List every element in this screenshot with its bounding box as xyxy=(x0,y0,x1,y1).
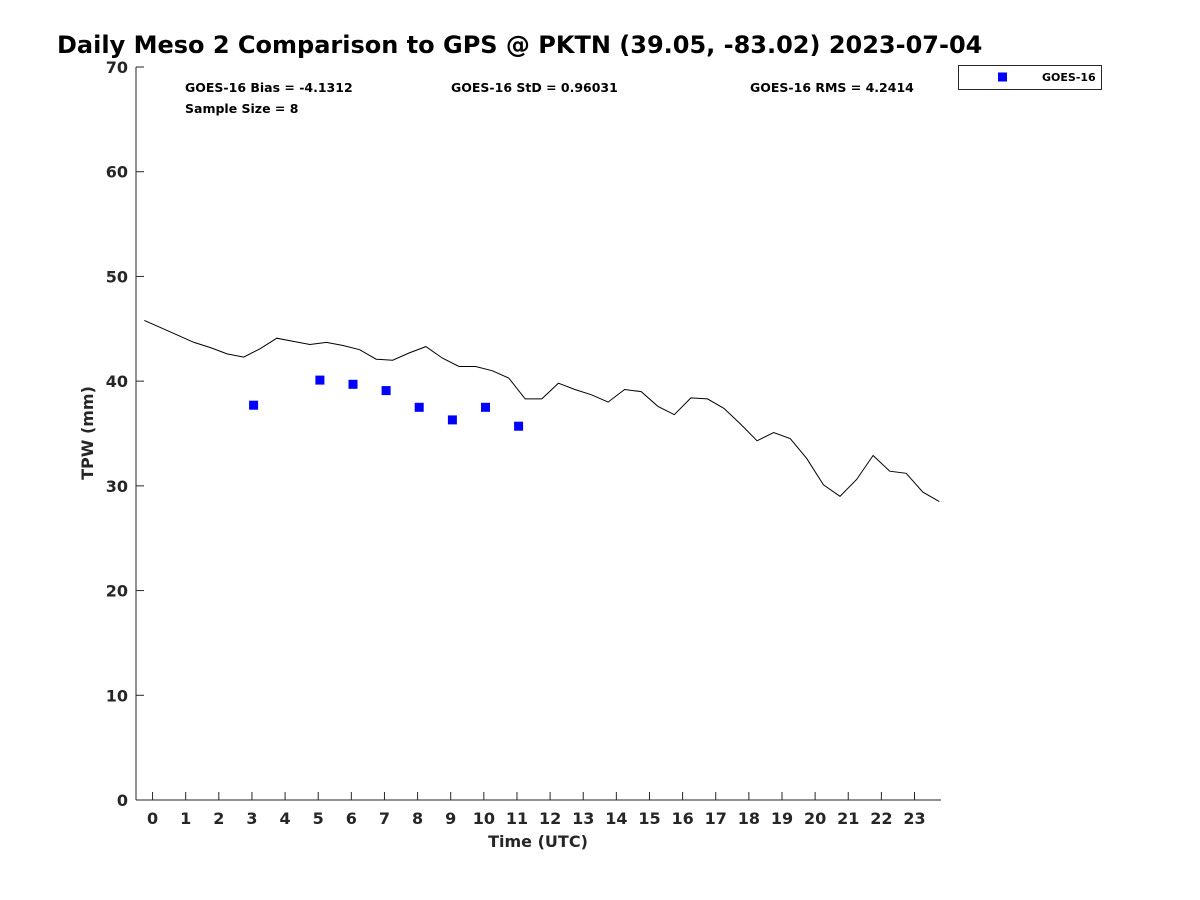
y-tick-label: 50 xyxy=(106,267,128,286)
y-tick-label: 20 xyxy=(106,582,128,601)
y-axis-label: TPW (mm) xyxy=(78,386,97,480)
y-tick-label: 70 xyxy=(106,58,128,77)
y-tick-label: 10 xyxy=(106,686,128,705)
x-tick-label: 23 xyxy=(903,809,925,828)
x-tick-label: 17 xyxy=(705,809,727,828)
x-tick-label: 2 xyxy=(213,809,224,828)
std-stat: GOES-16 StD = 0.96031 xyxy=(451,80,618,95)
x-tick-label: 21 xyxy=(837,809,859,828)
x-tick-label: 14 xyxy=(605,809,627,828)
y-tick-label: 40 xyxy=(106,372,128,391)
sample-size-stat: Sample Size = 8 xyxy=(185,101,298,116)
goes16-point xyxy=(249,400,259,410)
x-tick-label: 1 xyxy=(180,809,191,828)
goes16-point xyxy=(514,421,524,431)
goes16-point xyxy=(447,415,457,425)
legend-label-goes16: GOES-16 xyxy=(1042,71,1096,84)
legend-box xyxy=(958,65,1102,90)
x-tick-label: 8 xyxy=(412,809,423,828)
x-tick-label: 9 xyxy=(445,809,456,828)
x-tick-label: 18 xyxy=(738,809,760,828)
x-tick-label: 12 xyxy=(539,809,561,828)
goes16-point xyxy=(414,402,424,412)
x-tick-label: 4 xyxy=(280,809,291,828)
rms-stat: GOES-16 RMS = 4.2414 xyxy=(750,80,914,95)
x-tick-label: 7 xyxy=(379,809,390,828)
gps-tpw-line xyxy=(144,319,940,503)
y-tick-label: 0 xyxy=(117,791,128,810)
chart-title: Daily Meso 2 Comparison to GPS @ PKTN (3… xyxy=(57,31,983,59)
x-tick-label: 19 xyxy=(771,809,793,828)
x-tick-label: 6 xyxy=(346,809,357,828)
x-tick-label: 11 xyxy=(506,809,528,828)
goes16-point xyxy=(381,386,391,396)
goes16-point xyxy=(481,402,490,412)
x-tick-label: 16 xyxy=(671,809,693,828)
x-axis-label: Time (UTC) xyxy=(488,832,588,851)
legend: GOES-16 xyxy=(958,65,1102,90)
x-tick-label: 10 xyxy=(473,809,495,828)
x-tick-label: 3 xyxy=(246,809,257,828)
data-layer xyxy=(144,319,940,503)
y-tick-label: 60 xyxy=(106,163,128,182)
legend-marker-goes16 xyxy=(998,72,1007,82)
goes16-point xyxy=(315,375,325,385)
x-tick-label: 20 xyxy=(804,809,826,828)
goes16-point xyxy=(348,379,358,389)
y-tick-label: 30 xyxy=(106,477,128,496)
x-tick-label: 22 xyxy=(870,809,892,828)
x-tick-label: 5 xyxy=(313,809,324,828)
bias-stat: GOES-16 Bias = -4.1312 xyxy=(185,80,353,95)
x-tick-label: 15 xyxy=(638,809,660,828)
x-tick-label: 0 xyxy=(147,809,158,828)
x-tick-label: 13 xyxy=(572,809,594,828)
